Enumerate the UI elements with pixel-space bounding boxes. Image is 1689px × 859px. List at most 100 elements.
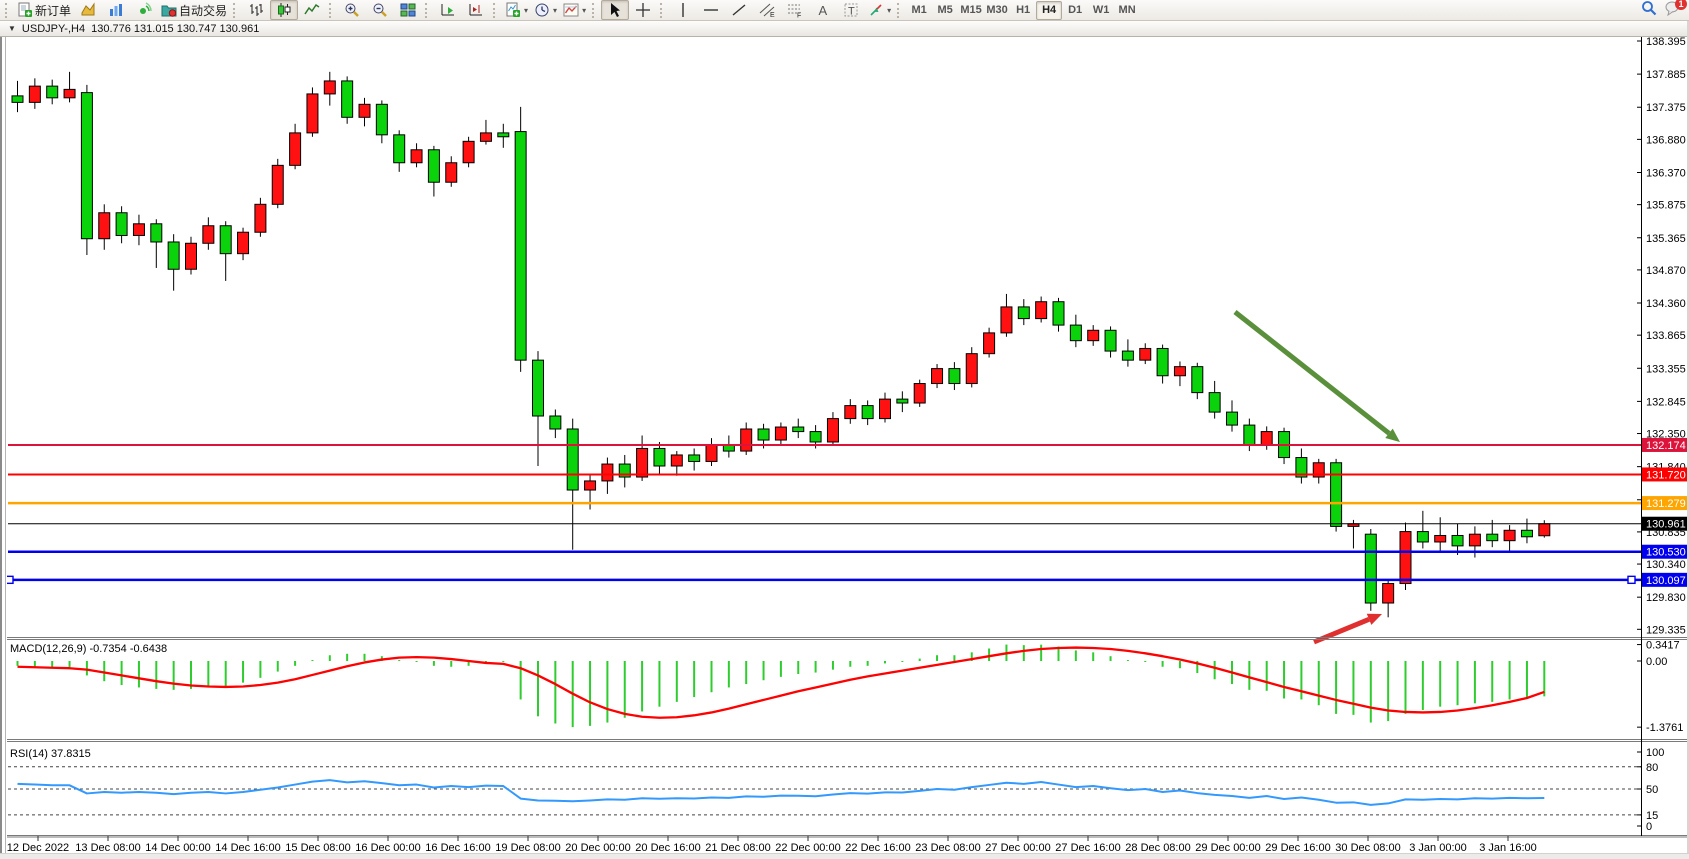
macd-tick-label: -1.3761	[1646, 722, 1683, 734]
candle-body	[393, 134, 406, 164]
timeframe-m15-button[interactable]: M15	[960, 4, 982, 16]
chart-symbol-period: USDJPY-,H4	[21, 22, 86, 35]
autotrading-icon	[161, 5, 177, 17]
time-tick-label: 23 Dec 08:00	[915, 842, 980, 853]
text-label-button[interactable]: T	[837, 0, 865, 20]
rsi-tick-label: 0	[1646, 821, 1652, 833]
svg-text:T: T	[848, 6, 855, 18]
candle-body	[132, 223, 145, 236]
price-flag-130.530	[1642, 544, 1689, 559]
candle-body	[601, 463, 614, 482]
notifications-button[interactable]: 1	[1665, 0, 1687, 21]
time-tick-label: 29 Dec 16:00	[1265, 842, 1330, 853]
autotrading-button[interactable]: 自动交易	[158, 0, 230, 20]
rsi-line	[17, 779, 1545, 806]
time-tick-label: 3 Jan 16:00	[1479, 842, 1537, 853]
line-chart-button[interactable]	[298, 0, 326, 20]
price-flag-131.720	[1642, 467, 1689, 482]
market-watch-button[interactable]	[102, 0, 130, 20]
price-tick-label: 130.340	[1646, 559, 1686, 571]
indicators-button[interactable]: ▾	[502, 0, 531, 20]
candle-body	[1382, 583, 1395, 604]
toolbar-grip	[329, 2, 335, 18]
candle-body	[497, 132, 510, 138]
candle-body	[774, 426, 787, 441]
arrows-icon	[870, 4, 882, 16]
zoom-out-button[interactable]	[366, 0, 394, 20]
trendline-button[interactable]	[725, 0, 753, 20]
text-t-icon: T	[844, 3, 858, 18]
timeframe-mn-button[interactable]: MN	[1118, 4, 1136, 16]
candle-body	[462, 140, 475, 164]
candle-body	[636, 447, 649, 478]
timeframe-m5-button[interactable]: M5	[937, 4, 953, 16]
candle-body	[1434, 534, 1447, 543]
toolbar-right-group: 1	[1641, 0, 1687, 21]
templates-button[interactable]: ▾	[560, 0, 589, 20]
price-tick-label: 136.880	[1646, 134, 1686, 146]
time-tick-label: 14 Dec 16:00	[215, 842, 280, 853]
candle-body	[115, 212, 128, 236]
timeframe-h1-button[interactable]: H1	[1016, 4, 1031, 16]
bar-chart-icon	[250, 4, 264, 16]
new-order-icon	[18, 2, 32, 17]
candle-body	[1226, 411, 1238, 426]
time-tick-label: 13 Dec 08:00	[75, 842, 140, 853]
candle-body	[688, 454, 701, 462]
toolbar-grip	[897, 2, 903, 18]
time-tick-label: 19 Dec 08:00	[495, 842, 560, 853]
candle-body	[427, 149, 440, 183]
hline-drag-handle[interactable]	[1627, 575, 1636, 585]
candle-body	[584, 480, 597, 491]
macd-tick-label: 0.00	[1646, 656, 1667, 668]
chart-title-bar: ▼ USDJPY-,H4 130.776 131.015 130.747 130…	[0, 21, 1689, 37]
periods-button[interactable]: ▾	[531, 0, 560, 20]
dropdown-arrow-icon: ▾	[887, 5, 892, 15]
vertical-line-button[interactable]	[669, 0, 697, 20]
new-order-button[interactable]: 新订单	[14, 0, 74, 20]
time-tick-label: 29 Dec 00:00	[1195, 842, 1260, 853]
auto-scroll-button[interactable]	[434, 0, 462, 20]
fibonacci-button[interactable]: F	[781, 0, 809, 20]
candle-body	[1451, 534, 1464, 547]
horizontal-line-button[interactable]	[697, 0, 725, 20]
candle-body	[532, 359, 544, 417]
timeframe-d1-button[interactable]: D1	[1068, 4, 1083, 16]
candle-body	[185, 242, 197, 270]
chart-dropdown-icon[interactable]: ▼	[8, 24, 16, 33]
candlestick-button[interactable]	[270, 0, 299, 20]
zoom-in-button[interactable]	[338, 0, 366, 20]
macd-signal-line	[17, 646, 1545, 719]
bar-chart-button[interactable]	[242, 0, 270, 20]
text-button[interactable]: A	[809, 0, 837, 20]
downtrend-arrow[interactable]	[1233, 310, 1391, 436]
equidistant-channel-button[interactable]: E	[753, 0, 781, 20]
crosshair-button[interactable]	[629, 0, 657, 20]
main-toolbar: 新订单 自动交易 ▾ ▾ ▾ E F A T ▾ M1 M5 M15 M30 H1 H4 D1 W1 MN 1	[0, 0, 1689, 21]
timeframe-w1-button[interactable]: W1	[1092, 4, 1110, 16]
price-flag-130.961	[1642, 516, 1689, 531]
signals-button[interactable]	[130, 0, 158, 20]
candle-body	[1486, 533, 1499, 542]
zoom-out-icon	[373, 3, 387, 17]
toolbar-grip	[660, 2, 666, 18]
tile-windows-button[interactable]	[394, 0, 422, 20]
candle-body	[80, 92, 93, 240]
chart-shift-button[interactable]	[462, 0, 490, 20]
new-chart-button[interactable]	[74, 0, 102, 20]
timeframe-m30-button[interactable]: M30	[986, 4, 1008, 16]
reversal-arrow[interactable]	[1313, 617, 1371, 645]
arrows-button[interactable]: ▾	[865, 0, 894, 20]
timeframe-h4-button[interactable]: H4	[1036, 0, 1063, 20]
toolbar-grip	[493, 2, 499, 18]
hline-drag-handle[interactable]	[5, 575, 14, 585]
cursor-button[interactable]	[601, 0, 630, 20]
periods-icon	[535, 3, 549, 17]
cursor-icon	[611, 3, 621, 17]
search-button[interactable]	[1641, 0, 1657, 21]
candle-body	[167, 241, 180, 270]
price-tick-label: 135.365	[1646, 233, 1686, 245]
candle-body	[1173, 366, 1186, 377]
timeframe-m1-button[interactable]: M1	[911, 4, 927, 16]
signals-icon	[140, 2, 152, 14]
